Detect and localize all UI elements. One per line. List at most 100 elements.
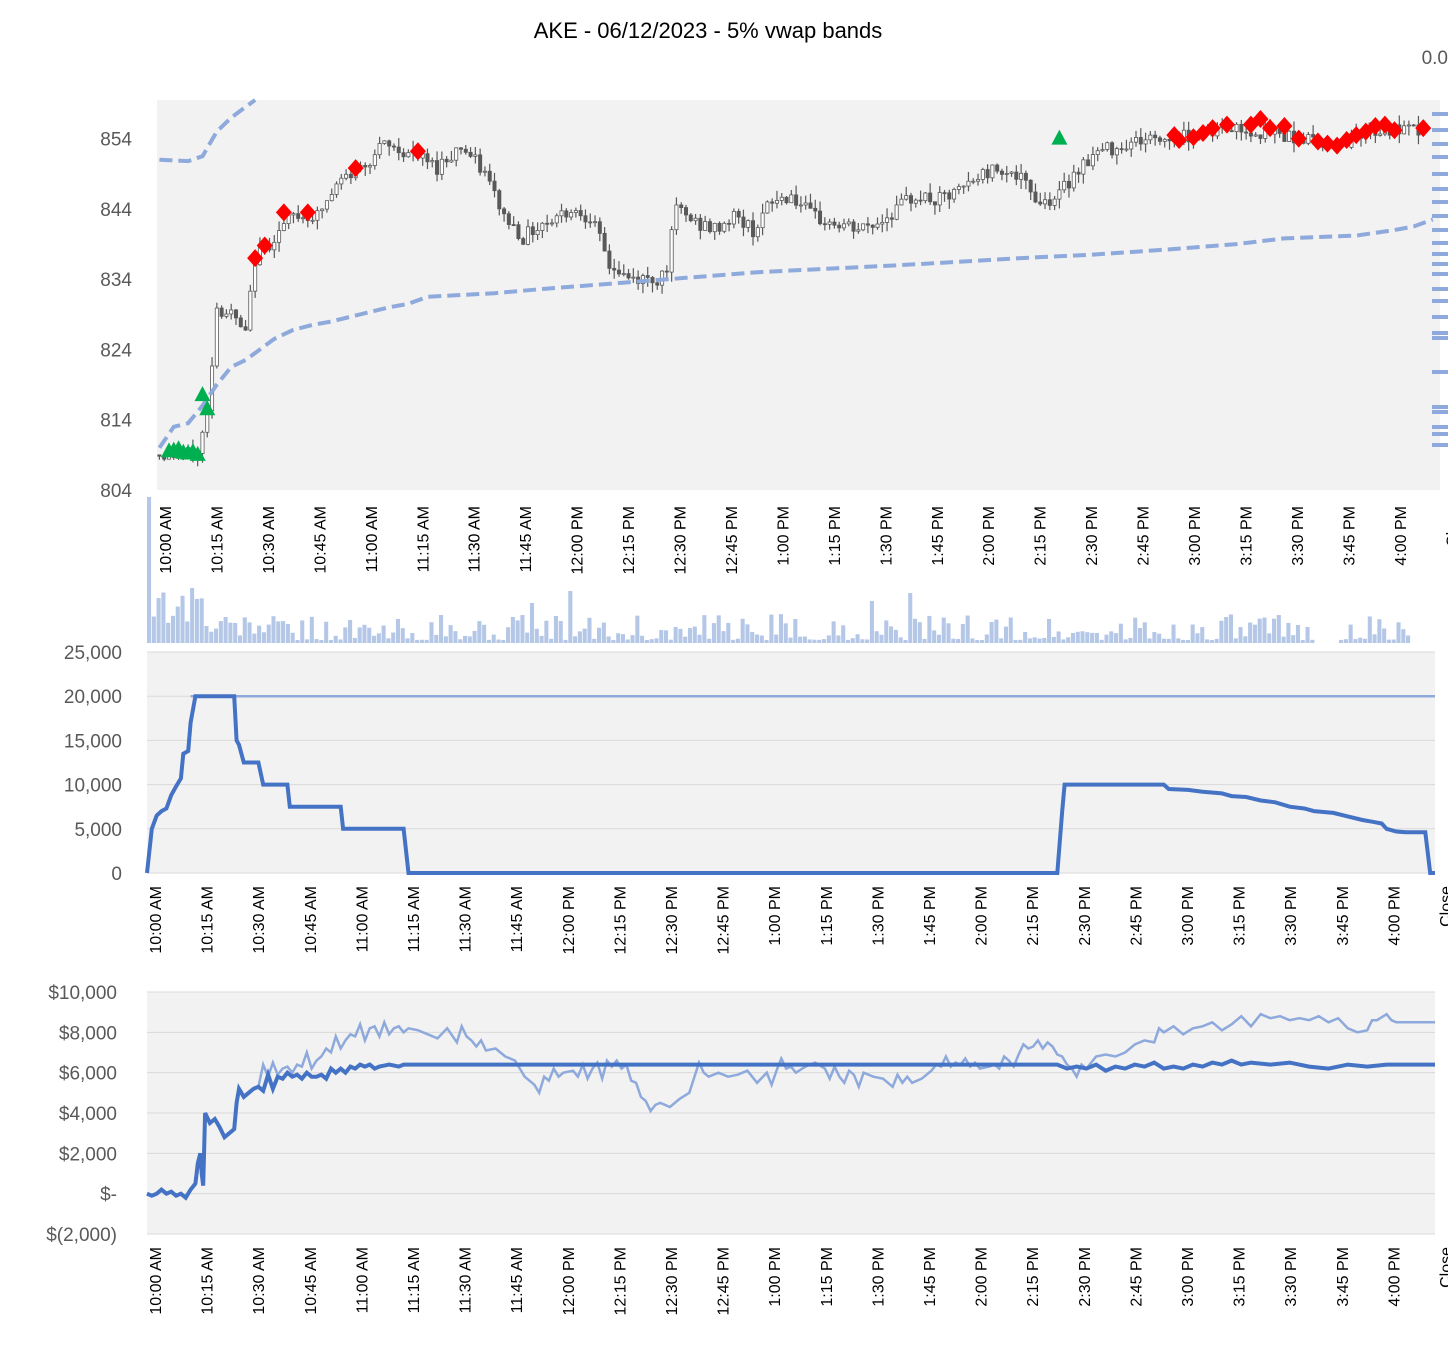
position-x-tick: 12:15 PM: [612, 886, 629, 954]
volume-bar: [769, 614, 774, 643]
candle-body: [928, 192, 933, 203]
price-x-tick: 10:00 AM: [158, 506, 175, 574]
pnl-y-tick: $4,000: [59, 1104, 117, 1125]
volume-bar: [893, 629, 898, 643]
volume-bar: [1224, 616, 1229, 643]
candle-body: [779, 196, 784, 201]
volume-bar: [1406, 635, 1411, 643]
candle-body: [822, 223, 827, 226]
candle-body: [918, 199, 923, 202]
candle-body: [253, 264, 258, 292]
volume-bar: [975, 639, 980, 643]
candle-body: [990, 164, 995, 179]
candle-body: [526, 226, 531, 245]
volume-bar: [1348, 624, 1353, 643]
volume-bar: [1152, 632, 1157, 643]
position-x-tick: 2:15 PM: [1025, 886, 1042, 946]
candle-body: [482, 170, 487, 173]
volume-bar: [1219, 620, 1224, 643]
candle-body: [717, 222, 722, 232]
candle-body: [645, 275, 650, 278]
volume-bar: [1281, 636, 1286, 643]
volume-bar: [1185, 639, 1190, 643]
volume-bar: [156, 598, 161, 643]
volume-bar: [1257, 618, 1262, 643]
candle-body: [746, 220, 751, 228]
pnl-x-tick: 11:45 AM: [509, 1247, 526, 1313]
price-x-tick: 12:45 PM: [724, 506, 741, 574]
volume-bar: [477, 621, 482, 643]
volume-bar: [529, 603, 535, 643]
candle-body: [856, 229, 861, 232]
volume-bar: [956, 638, 961, 643]
price-x-tick: 1:30 PM: [878, 506, 895, 566]
candle-body: [368, 165, 373, 168]
position-x-tick: 1:15 PM: [819, 886, 836, 946]
candle-body: [439, 158, 444, 175]
right-edge-dash: [1432, 128, 1448, 132]
volume-bar: [185, 621, 190, 643]
candle-body: [516, 224, 521, 239]
right-edge-dash: [1432, 187, 1448, 191]
pnl-y-tick: $8,000: [59, 1023, 117, 1044]
price-x-tick: 3:30 PM: [1290, 506, 1307, 566]
position-x-tick: Close: [1438, 886, 1448, 927]
volume-bar: [314, 639, 319, 643]
pnl-x-tick: 2:00 PM: [974, 1247, 991, 1307]
candle-body: [971, 180, 976, 183]
candle-body: [281, 223, 286, 232]
volume-bar: [276, 621, 281, 643]
volume-bar: [285, 623, 290, 643]
volume-bar: [209, 631, 214, 643]
candle-body: [813, 207, 818, 212]
volume-bar: [1051, 636, 1056, 643]
volume-bar: [1190, 624, 1195, 643]
volume-bar: [367, 627, 372, 643]
volume-bar: [214, 628, 219, 643]
volume-bar: [458, 639, 463, 643]
candle-body: [727, 222, 732, 225]
volume-bar: [304, 639, 310, 643]
position-x-tick: 10:30 AM: [251, 886, 268, 954]
volume-bar: [539, 635, 544, 643]
volume-bar: [439, 615, 444, 643]
candle-body: [1052, 198, 1057, 206]
candle-body: [980, 169, 985, 180]
volume-bar: [1047, 618, 1052, 643]
position-y-tick: 20,000: [64, 687, 122, 708]
position-x-tick: 12:45 PM: [716, 886, 733, 954]
volume-bar: [764, 639, 769, 643]
volume-bar: [338, 639, 343, 643]
volume-bar: [520, 615, 525, 643]
candle-body: [1004, 172, 1009, 175]
volume-bar: [774, 634, 779, 643]
candle-body: [593, 221, 598, 224]
candle-body: [554, 215, 559, 224]
volume-bar: [386, 638, 391, 643]
volume-bar: [1310, 639, 1315, 643]
candle-body: [760, 212, 765, 229]
candle-body: [976, 179, 981, 182]
candle-body: [348, 173, 353, 179]
candle-body: [688, 214, 693, 222]
candle-body: [1148, 134, 1153, 141]
candle-body: [837, 224, 842, 229]
volume-bar: [798, 636, 803, 643]
price-x-tick: Close: [1444, 506, 1448, 547]
volume-bar: [826, 635, 831, 643]
pnl-lines: [146, 1012, 1435, 1201]
volume-bar: [845, 639, 851, 643]
position-x-tick: 11:00 AM: [354, 886, 371, 952]
volume-bar: [951, 638, 956, 643]
volume-bar: [1099, 639, 1104, 643]
volume-bar: [802, 636, 807, 643]
volume-bar: [984, 634, 989, 643]
candle-body: [1402, 125, 1407, 135]
volume-bar: [419, 639, 424, 643]
price-plot-area: [157, 100, 1440, 490]
candle-body: [214, 307, 219, 367]
position-plot-area: [147, 652, 1435, 873]
candle-body: [1411, 124, 1416, 127]
sell-marker: [256, 236, 273, 255]
candle-body: [506, 213, 511, 225]
